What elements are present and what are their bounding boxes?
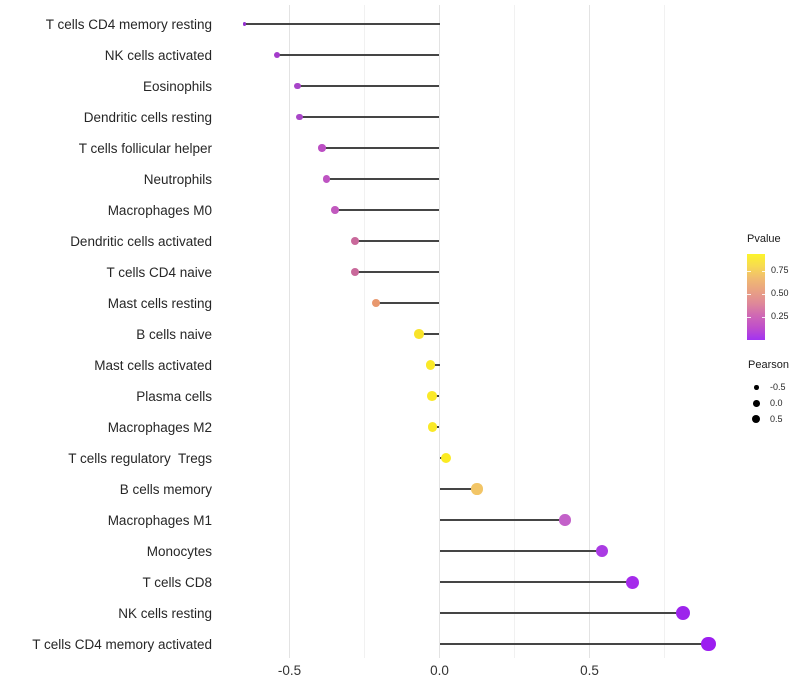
y-axis-label: NK cells activated <box>104 47 212 63</box>
pvalue-tick-mark <box>747 293 751 295</box>
data-point-dot <box>296 113 303 121</box>
data-point-stem <box>439 519 565 521</box>
data-point-dot <box>414 329 424 339</box>
data-point-dot <box>700 636 716 652</box>
y-axis-label: NK cells resting <box>118 605 212 621</box>
y-axis-label: T cells CD8 <box>142 574 212 590</box>
y-axis-label: Dendritic cells activated <box>70 233 212 249</box>
pearson-size-dot <box>752 400 760 408</box>
data-point-stem <box>334 209 440 211</box>
data-point-dot <box>426 391 437 401</box>
pvalue-tick-mark <box>747 270 751 272</box>
data-point-dot <box>294 82 301 90</box>
y-axis-label: Macrophages M1 <box>107 512 212 528</box>
y-axis-label: Neutrophils <box>143 171 212 187</box>
pvalue-tick-mark <box>747 316 751 318</box>
data-point-stem <box>439 643 709 645</box>
data-point-stem <box>354 240 440 242</box>
y-axis-label: T cells follicular helper <box>78 140 212 156</box>
data-point-dot <box>471 483 483 495</box>
gridline-minor <box>514 5 515 658</box>
pearson-size-dot <box>753 384 759 390</box>
y-axis-label: Macrophages M2 <box>107 419 212 435</box>
data-point-stem <box>297 85 440 87</box>
data-point-dot <box>427 422 438 432</box>
data-point-stem <box>276 54 440 56</box>
pvalue-tick-mark <box>761 293 765 295</box>
gridline-major <box>589 5 590 658</box>
data-point-dot <box>330 206 339 214</box>
data-point-dot <box>318 144 326 152</box>
y-axis-label: Plasma cells <box>136 388 212 404</box>
y-axis-label: T cells CD4 memory activated <box>32 636 212 652</box>
data-point-stem <box>439 488 477 490</box>
y-axis-label: Eosinophils <box>142 78 212 94</box>
data-point-dot <box>625 575 639 589</box>
x-axis-tick-label: -0.5 <box>277 663 302 678</box>
pvalue-tick-mark <box>761 316 765 318</box>
y-axis-label: Dendritic cells resting <box>83 109 212 125</box>
data-point-stem <box>439 612 684 614</box>
data-point-dot <box>323 175 331 183</box>
data-point-stem <box>244 23 440 25</box>
data-point-dot <box>350 237 359 245</box>
y-axis-label: T cells regulatory Tregs <box>68 450 212 466</box>
data-point-dot <box>595 544 609 558</box>
gridline-minor <box>364 5 365 658</box>
data-point-stem <box>354 271 440 273</box>
pvalue-tick-label: 0.25 <box>771 311 789 322</box>
data-point-dot <box>676 606 691 620</box>
gridline-major <box>439 5 440 658</box>
data-point-dot <box>371 298 381 308</box>
data-point-stem <box>439 581 633 583</box>
pvalue-tick-mark <box>761 270 765 272</box>
gridline-minor <box>664 5 665 658</box>
data-point-dot <box>441 452 452 464</box>
pvalue-legend-title: Pvalue <box>747 233 781 245</box>
pearson-size-label: -0.5 <box>770 381 786 392</box>
data-point-stem <box>326 178 440 180</box>
pvalue-tick-label: 0.50 <box>771 288 789 299</box>
pearson-size-label: 0.5 <box>770 413 783 424</box>
data-point-stem <box>299 116 440 118</box>
y-axis-label: Mast cells resting <box>107 295 212 311</box>
y-axis-label: T cells CD4 memory resting <box>45 16 212 32</box>
y-axis-label: Mast cells activated <box>94 357 212 373</box>
y-axis-label: B cells naive <box>136 326 212 342</box>
data-point-dot <box>559 514 571 526</box>
y-axis-label: Macrophages M0 <box>107 202 212 218</box>
data-point-stem <box>439 550 603 552</box>
data-point-dot <box>425 360 436 370</box>
pvalue-colorbar <box>747 254 765 340</box>
data-point-stem <box>375 302 440 304</box>
x-axis-tick-label: 0.0 <box>430 663 449 678</box>
data-point-stem <box>419 333 440 335</box>
data-point-dot <box>242 22 247 26</box>
y-axis-label: B cells memory <box>119 481 212 497</box>
pearson-size-dot <box>752 415 761 424</box>
y-axis-label: T cells CD4 naive <box>106 264 212 280</box>
data-point-dot <box>273 51 281 59</box>
x-axis-tick-label: 0.5 <box>580 663 599 678</box>
pvalue-tick-label: 0.75 <box>771 265 789 276</box>
y-axis-label: Monocytes <box>146 543 212 559</box>
pearson-size-label: 0.0 <box>770 398 783 409</box>
data-point-dot <box>350 268 359 276</box>
data-point-stem <box>321 147 440 149</box>
gridline-major <box>289 5 290 658</box>
pearson-legend-title: Pearson <box>748 359 789 371</box>
